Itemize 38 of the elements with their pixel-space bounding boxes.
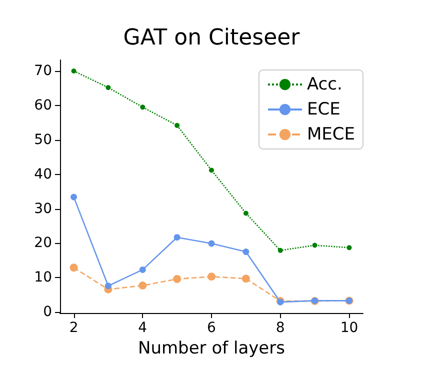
y-tick-label: 0 (43, 304, 52, 320)
point (139, 266, 146, 273)
legend-label: MECE (306, 124, 356, 144)
point (242, 248, 250, 256)
point (140, 104, 146, 110)
x-axis-title: Number of layers (138, 338, 286, 358)
x-tick-label: 10 (340, 320, 358, 336)
point (70, 264, 78, 272)
y-tick-label: 50 (34, 132, 52, 148)
point (70, 194, 78, 200)
y-tick-label: 60 (34, 97, 52, 114)
x-tick-label: 2 (69, 320, 78, 336)
y-tick-label: 70 (34, 63, 52, 80)
x-tick-label: 8 (276, 320, 285, 336)
y-tick-label: 10 (34, 270, 52, 286)
point (71, 68, 76, 74)
point (208, 272, 216, 281)
y-tick-label: 20 (34, 235, 52, 252)
point (243, 210, 248, 216)
point (174, 234, 180, 241)
point (346, 245, 352, 250)
legend-label: Acc. (306, 74, 342, 94)
point (209, 168, 214, 173)
x-tick-label: 6 (207, 320, 216, 336)
point (208, 240, 215, 247)
point (138, 282, 147, 290)
x-tick-label: 4 (138, 320, 148, 336)
point (242, 274, 250, 283)
legend-label: ECE (306, 100, 340, 120)
point (174, 122, 180, 128)
point (278, 248, 283, 253)
point (312, 242, 318, 248)
point (106, 85, 111, 90)
y-tick-label: 40 (34, 166, 52, 182)
point (104, 282, 112, 290)
point (173, 275, 182, 284)
chart-title: GAT on Citeseer (123, 26, 301, 50)
y-tick-label: 30 (34, 200, 52, 217)
